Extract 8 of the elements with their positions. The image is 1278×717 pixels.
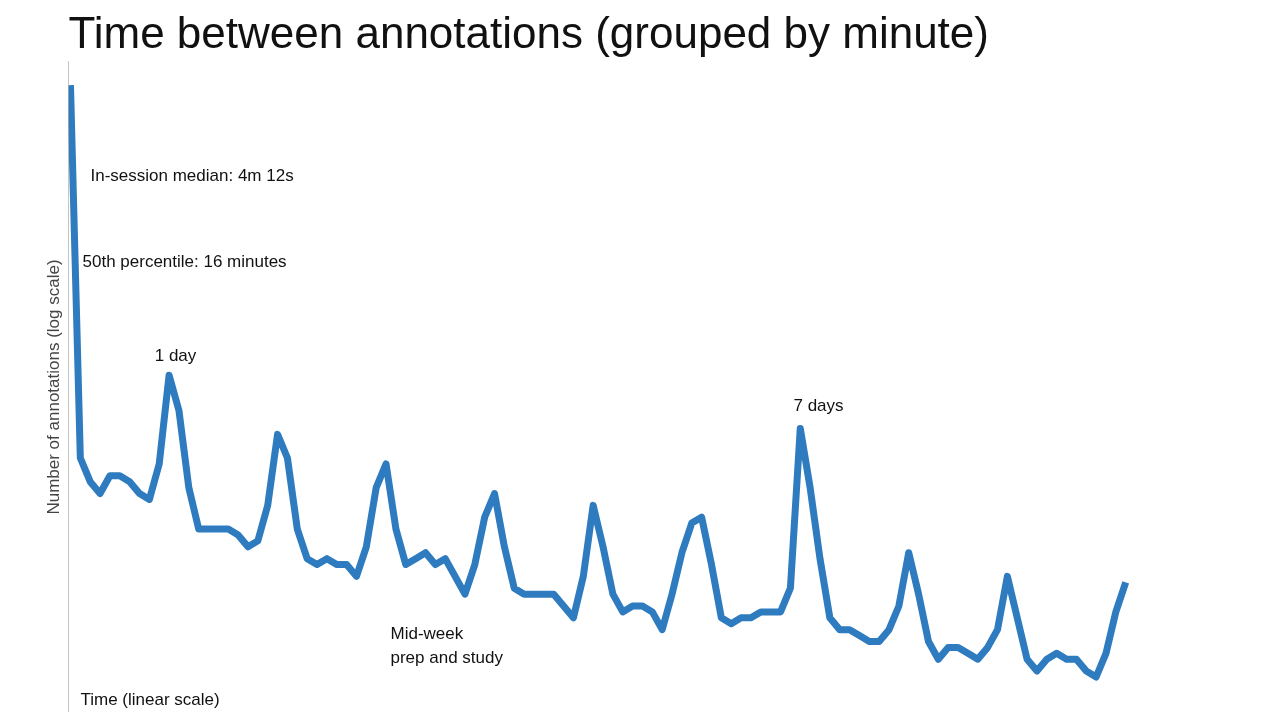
x-axis-title: Time (linear scale) bbox=[80, 689, 220, 709]
annotation: Mid-week prep and study bbox=[390, 623, 504, 668]
annotation: In-session median: 4m 12s bbox=[90, 165, 294, 185]
annotation: 1 day bbox=[154, 345, 197, 365]
y-axis-title: Number of annotations (log scale) bbox=[43, 259, 63, 515]
annotation: 7 days bbox=[793, 395, 844, 415]
chart-title: Time between annotations (grouped by minute) bbox=[68, 7, 989, 57]
annotation: 50th percentile: 16 minutes bbox=[82, 251, 287, 271]
